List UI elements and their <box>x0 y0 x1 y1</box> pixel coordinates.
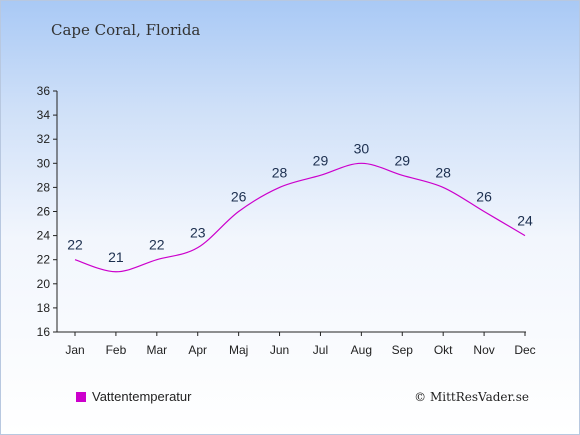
x-tick-label: Sep <box>392 343 414 357</box>
x-tick-label: Dec <box>514 343 535 357</box>
y-tick-label: 36 <box>37 84 51 98</box>
x-tick-label: Maj <box>229 343 248 357</box>
y-tick-label: 30 <box>37 156 51 170</box>
y-tick-label: 28 <box>37 180 51 194</box>
data-label: 30 <box>354 140 370 156</box>
x-tick-label: Jul <box>313 343 328 357</box>
x-tick-label: Jan <box>65 343 84 357</box>
y-tick-label: 18 <box>37 301 51 315</box>
chart-title: Cape Coral, Florida <box>51 21 201 39</box>
legend-label: Vattentemperatur <box>92 389 192 404</box>
x-tick-label: Feb <box>106 343 127 357</box>
y-tick-label: 26 <box>37 205 51 219</box>
y-tick-label: 16 <box>37 325 51 339</box>
data-label: 22 <box>149 237 165 253</box>
y-tick-label: 20 <box>37 277 51 291</box>
data-label: 28 <box>435 164 451 180</box>
y-tick-label: 34 <box>37 108 51 122</box>
data-label: 28 <box>272 164 288 180</box>
x-tick-label: Nov <box>473 343 494 357</box>
data-label: 24 <box>517 213 533 229</box>
y-tick-label: 22 <box>37 253 51 267</box>
x-tick-label: Apr <box>188 343 207 357</box>
data-label: 21 <box>108 249 124 265</box>
x-tick-label: Aug <box>351 343 372 357</box>
data-label: 22 <box>67 237 83 253</box>
x-tick-label: Okt <box>434 343 453 357</box>
data-label: 23 <box>190 225 206 241</box>
data-label: 26 <box>476 189 492 205</box>
x-tick-label: Mar <box>146 343 167 357</box>
legend: Vattentemperatur <box>76 389 191 404</box>
data-label: 29 <box>313 152 329 168</box>
data-label: 26 <box>231 189 247 205</box>
legend-swatch <box>76 391 86 402</box>
y-tick-label: 32 <box>37 132 51 146</box>
series-line <box>74 162 526 273</box>
data-label: 29 <box>394 152 410 168</box>
copyright-text: © MittResVader.se <box>414 390 529 404</box>
y-tick-label: 24 <box>37 229 51 243</box>
x-tick-label: Jun <box>270 343 289 357</box>
